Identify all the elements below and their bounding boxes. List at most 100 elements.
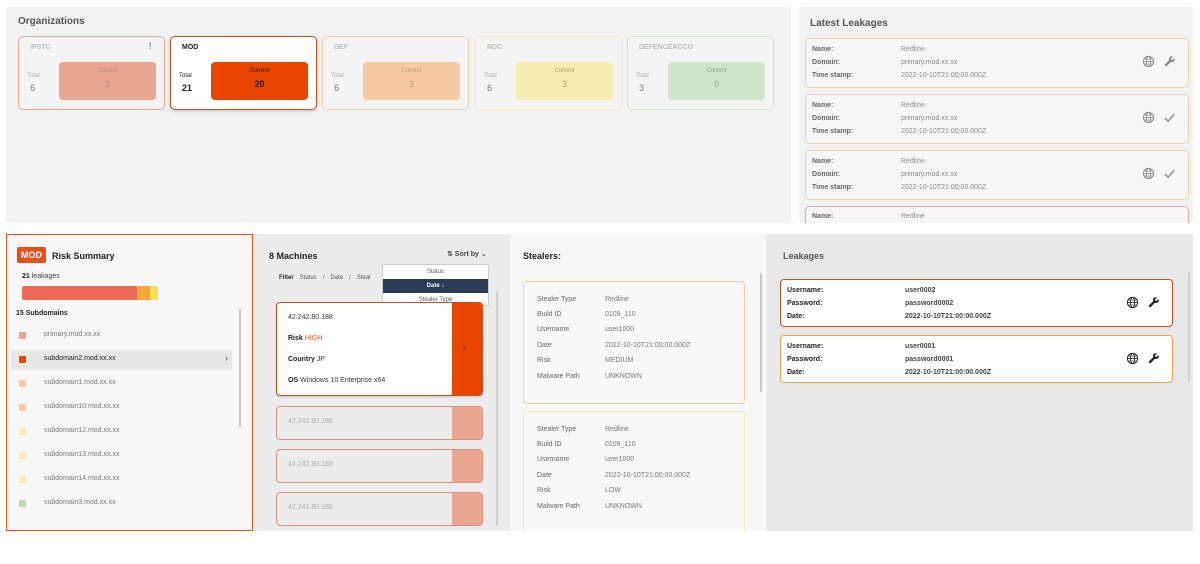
current-box: Current 3 — [59, 62, 156, 100]
total-value: 6 — [30, 83, 36, 93]
subdomain-item[interactable]: subdomain13.mod.xx.xx — [11, 446, 232, 466]
org-name: MOD — [182, 44, 199, 51]
machine-ip: 42.242.80.188 — [288, 314, 333, 321]
machine-card[interactable]: 42.242.80.188 — [276, 449, 483, 483]
total-label: Total — [636, 73, 649, 79]
latest-leak-card[interactable]: Name: Redline — [805, 206, 1189, 223]
date-label: Date: — [787, 369, 805, 376]
filter-status[interactable]: Status — [299, 275, 317, 281]
timestamp-label: Time stamp: — [812, 128, 854, 135]
leakage-card[interactable]: Username: user0001 Password: password000… — [780, 335, 1173, 383]
subdomain-item[interactable]: subdomain14.mod.xx.xx — [11, 470, 232, 490]
sort-option-status[interactable]: Status — [426, 269, 444, 275]
latest-leak-card[interactable]: Name: Redline Domain: primary.mod.xx.xx … — [805, 150, 1189, 200]
filter-date[interactable]: Date — [330, 275, 344, 281]
globe-icon[interactable] — [1142, 55, 1155, 68]
username-label: Username: — [787, 343, 824, 350]
organizations-title: Organizations — [18, 16, 85, 27]
subdomain-item[interactable]: primary.mod.xx.xx — [11, 326, 232, 346]
globe-icon[interactable] — [1126, 296, 1139, 309]
risk-distribution-bar — [22, 286, 158, 300]
filter-label: Filter — [279, 275, 294, 281]
org-card-ipstc[interactable]: IPSTC ! Total 6 Current 3 — [18, 36, 165, 110]
timestamp-value: 2022-10-10T21:00:00.000Z — [901, 184, 987, 191]
filter-separator: / — [349, 275, 351, 281]
stealers-scrollbar[interactable] — [760, 273, 762, 392]
filter-row: Filter Status / Date / Steal — [279, 275, 376, 281]
subdomain-name: subdomain2.mod.xx.xx — [44, 355, 116, 362]
org-card-defenceacco[interactable]: DEFENCEACCO Total 3 Current 0 — [627, 36, 774, 110]
country-label: Country — [288, 356, 315, 363]
risk-summary-panel: MOD Risk Summary 21 leakages 15 Subdomai… — [6, 234, 253, 531]
build-id-label: Build ID — [537, 311, 562, 318]
latest-leak-card[interactable]: Name: Redline Domain: primary.mod.xx.xx … — [805, 38, 1189, 88]
total-label: Total — [27, 73, 40, 79]
current-box: Current 3 — [516, 62, 613, 100]
name-value: Redline — [901, 213, 925, 220]
org-card-ndc[interactable]: NDC Total 6 Current 3 — [475, 36, 622, 110]
timestamp-label: Time stamp: — [812, 72, 854, 79]
domain-label: Domain: — [812, 115, 840, 122]
machine-card[interactable]: 42.242.80.188 — [276, 492, 483, 526]
machines-scrollbar[interactable] — [496, 291, 498, 526]
chevron-right-icon[interactable]: › — [463, 343, 466, 352]
sort-option-stealer-type[interactable]: Stealer Type — [418, 297, 453, 303]
current-value: 0 — [713, 79, 719, 89]
risk-label: Risk — [288, 335, 303, 342]
organizations-panel: Organizations IPSTC ! Total 6 Current 3 … — [6, 7, 791, 223]
malware-path-label: Malware Path — [537, 503, 580, 510]
org-card-mod[interactable]: MOD Total 21 Current 20 — [170, 36, 317, 110]
subdomain-item[interactable]: subdomain1.mod.xx.xx — [11, 374, 232, 394]
risk-bar-high — [22, 286, 137, 300]
name-label: Name: — [812, 46, 834, 53]
globe-icon[interactable] — [1126, 352, 1139, 365]
build-id-value: 0109_110 — [605, 441, 636, 448]
globe-icon[interactable] — [1142, 167, 1155, 180]
risk-bar-medium — [137, 286, 150, 300]
stealer-card[interactable]: Stealer Type Redline Build ID 0109_110 U… — [523, 411, 745, 531]
stealer-card[interactable]: Stealer Type Redline Build ID 0109_110 U… — [523, 281, 745, 404]
check-icon[interactable] — [1163, 167, 1176, 180]
subdomain-item[interactable]: subdomain2.mod.xx.xx › — [11, 350, 232, 370]
username-value: user0002 — [905, 287, 936, 294]
wrench-icon[interactable] — [1163, 55, 1176, 68]
wrench-icon[interactable] — [1147, 352, 1160, 365]
password-label: Password: — [787, 356, 823, 363]
leakage-card[interactable]: Username: user0002 Password: password000… — [780, 279, 1173, 327]
leak-count: 21 leakages — [22, 273, 60, 280]
machine-os: OS Windows 10 Enterprise x64 — [288, 377, 385, 384]
risk-color-swatch — [19, 476, 26, 483]
check-icon[interactable] — [1163, 111, 1176, 124]
risk-color-swatch — [19, 500, 26, 507]
machine-ip: 42.242.80.188 — [288, 461, 333, 468]
risk-color-swatch — [19, 332, 26, 339]
subdomain-item[interactable]: subdomain10.mod.xx.xx — [11, 398, 232, 418]
latest-leak-card[interactable]: Name: Redline Domain: primary.mod.xx.xx … — [805, 94, 1189, 144]
wrench-icon[interactable] — [1147, 296, 1160, 309]
sort-option-date[interactable]: Date ↓ — [383, 279, 488, 293]
machines-title: 8 Machines — [269, 251, 318, 261]
risk-label: Risk — [537, 357, 551, 364]
risk-color-swatch — [19, 356, 26, 363]
org-card-def[interactable]: DEF Total 6 Current 3 — [322, 36, 469, 110]
machine-card[interactable]: 42.242.80.188 — [276, 406, 483, 440]
current-label: Current — [401, 68, 422, 74]
org-name: DEF — [334, 44, 348, 51]
subdomain-name: subdomain10.mod.xx.xx — [44, 403, 120, 410]
total-value: 21 — [182, 83, 193, 93]
subdomain-item[interactable]: subdomain12.mod.xx.xx — [11, 422, 232, 442]
sort-by-button[interactable]: ⇅ Sort by ⌄ — [447, 251, 487, 258]
machine-risk-stripe — [452, 407, 482, 439]
filter-stealer[interactable]: Steal — [356, 275, 371, 281]
current-label: Current — [706, 68, 727, 74]
subdomains-scrollbar[interactable] — [239, 309, 241, 427]
risk-color-swatch — [19, 380, 26, 387]
leakages-scrollbar[interactable] — [1188, 272, 1190, 382]
machines-panel: 8 Machines ⇅ Sort by ⌄ Filter Status / Date… — [254, 234, 510, 531]
risk-color-swatch — [19, 428, 26, 435]
globe-icon[interactable] — [1142, 111, 1155, 124]
total-label: Total — [484, 73, 497, 79]
machine-card-selected[interactable]: 42.242.80.188 Risk HIGH Country JP OS Wi… — [276, 302, 483, 396]
stealers-panel: Stealers: Stealer Type Redline Build ID … — [510, 234, 766, 531]
subdomain-item[interactable]: subdomain3.mod.xx.xx — [11, 494, 232, 514]
